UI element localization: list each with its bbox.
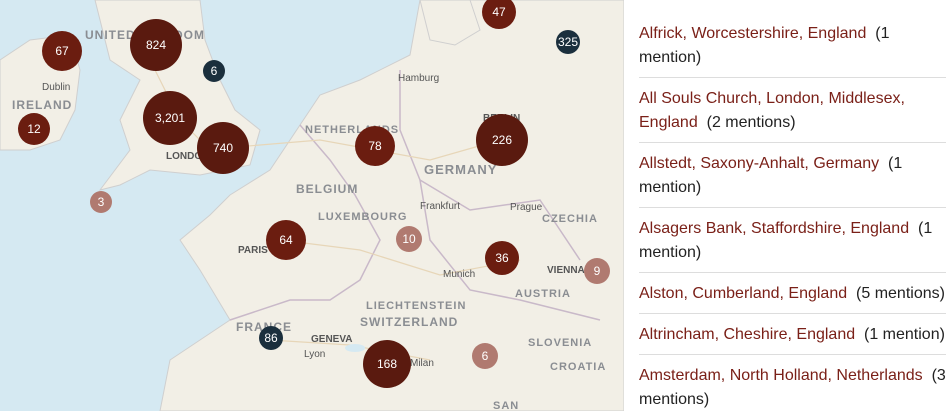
cluster-marker[interactable]: 824 bbox=[130, 19, 182, 71]
list-item: Alfrick, Worcestershire, England (1 ment… bbox=[639, 14, 946, 78]
cluster-marker[interactable]: 78 bbox=[355, 126, 395, 166]
country-label: CZECHIA bbox=[542, 213, 598, 225]
cluster-marker[interactable]: 86 bbox=[259, 326, 283, 350]
list-item: Alston, Cumberland, England (5 mentions) bbox=[639, 274, 946, 314]
place-link[interactable]: Altrincham, Cheshire, England bbox=[639, 326, 856, 343]
country-label: BELGIUM bbox=[296, 182, 359, 196]
country-label: IRELAND bbox=[12, 98, 73, 112]
place-link[interactable]: Allstedt, Saxony-Anhalt, Germany bbox=[639, 155, 880, 172]
city-label: Lyon bbox=[304, 349, 326, 360]
country-label: SLOVENIA bbox=[528, 337, 593, 349]
country-label: LIECHTENSTEIN bbox=[366, 300, 467, 312]
place-link[interactable]: All Souls Church, London, Middlesex, Eng… bbox=[639, 90, 905, 131]
cluster-marker[interactable]: 3 bbox=[90, 191, 112, 213]
city-label: Hamburg bbox=[398, 73, 440, 84]
mention-count: (1 mention) bbox=[639, 25, 890, 66]
cluster-marker[interactable]: 740 bbox=[197, 122, 249, 174]
city-label: Prague bbox=[510, 202, 543, 213]
place-link[interactable]: Alsagers Bank, Staffordshire, England bbox=[639, 220, 910, 237]
mention-count: (5 mentions) bbox=[856, 285, 945, 302]
mention-count: (1 mention) bbox=[639, 155, 903, 196]
cluster-marker[interactable]: 36 bbox=[485, 241, 519, 275]
list-item: Alsagers Bank, Staffordshire, England (1… bbox=[639, 209, 946, 273]
cluster-marker[interactable]: 12 bbox=[18, 113, 50, 145]
cluster-marker[interactable]: 67 bbox=[42, 31, 82, 71]
country-label: SAN bbox=[493, 400, 520, 411]
cluster-marker[interactable]: 226 bbox=[476, 114, 528, 166]
cluster-marker[interactable]: 47 bbox=[482, 0, 516, 29]
mention-count: (1 mention) bbox=[639, 220, 933, 261]
country-label: SWITZERLAND bbox=[360, 315, 459, 329]
place-link[interactable]: Alfrick, Worcestershire, England bbox=[639, 25, 867, 42]
country-label: AUSTRIA bbox=[515, 288, 571, 300]
list-item: All Souls Church, London, Middlesex, Eng… bbox=[639, 79, 946, 143]
city-label: Dublin bbox=[42, 82, 71, 93]
city-label: Milan bbox=[410, 358, 434, 369]
mention-count: (1 mention) bbox=[864, 326, 945, 343]
city-label: Munich bbox=[443, 269, 476, 280]
city-label: LONDON bbox=[166, 151, 210, 162]
mention-count: (2 mentions) bbox=[706, 114, 796, 131]
cluster-marker[interactable]: 3,201 bbox=[143, 91, 197, 145]
list-item: Amsterdam, North Holland, Netherlands (3… bbox=[639, 356, 946, 411]
cluster-marker[interactable]: 9 bbox=[584, 258, 610, 284]
cluster-marker[interactable]: 64 bbox=[266, 220, 306, 260]
country-label: GERMANY bbox=[424, 162, 498, 177]
place-list[interactable]: Alfrick, Worcestershire, England (1 ment… bbox=[624, 0, 946, 411]
city-label: PARIS bbox=[238, 245, 268, 256]
map[interactable]: UNITED KINGDOM IRELAND NETHERLANDS GERMA… bbox=[0, 0, 624, 411]
city-label: VIENNA bbox=[547, 265, 585, 276]
cluster-marker[interactable]: 6 bbox=[203, 60, 225, 82]
cluster-marker[interactable]: 6 bbox=[472, 343, 498, 369]
country-label: CROATIA bbox=[550, 361, 607, 373]
cluster-marker[interactable]: 10 bbox=[396, 226, 422, 252]
list-item: Altrincham, Cheshire, England (1 mention… bbox=[639, 315, 946, 355]
cluster-marker[interactable]: 325 bbox=[556, 30, 580, 54]
city-label: Frankfurt bbox=[420, 201, 461, 212]
city-label: GENEVA bbox=[311, 334, 353, 345]
mention-count: (3 mentions) bbox=[639, 367, 946, 408]
list-item: Allstedt, Saxony-Anhalt, Germany (1 ment… bbox=[639, 144, 946, 208]
map-base bbox=[0, 0, 624, 411]
place-link[interactable]: Amsterdam, North Holland, Netherlands bbox=[639, 367, 923, 384]
country-label: LUXEMBOURG bbox=[318, 211, 408, 223]
cluster-marker[interactable]: 168 bbox=[363, 340, 411, 388]
place-link[interactable]: Alston, Cumberland, England bbox=[639, 285, 848, 302]
